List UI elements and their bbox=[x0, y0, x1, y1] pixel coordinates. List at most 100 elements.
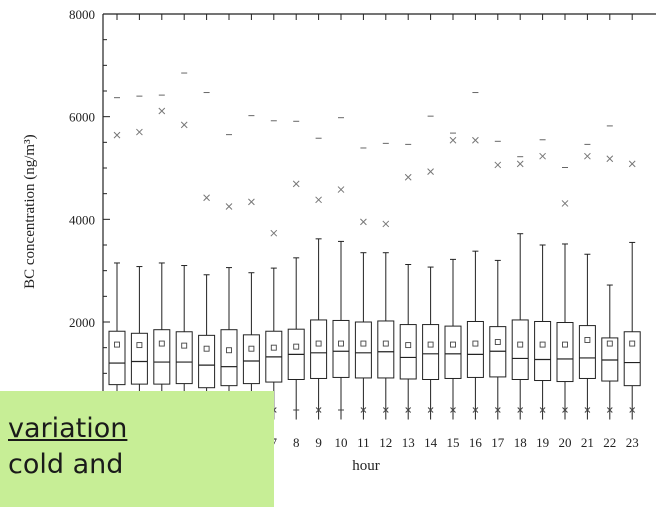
x-tick-label: 19 bbox=[536, 435, 549, 450]
box-hour-12 bbox=[377, 142, 395, 420]
mean-marker bbox=[427, 341, 434, 348]
low-x-marker bbox=[427, 407, 434, 413]
box-hour-19 bbox=[534, 139, 552, 420]
outlier-x-marker bbox=[449, 136, 457, 144]
box-hour-1 bbox=[130, 95, 148, 420]
y-tick-label: 6000 bbox=[69, 110, 95, 125]
iqr-box bbox=[444, 325, 462, 379]
outlier-x-marker bbox=[203, 194, 210, 202]
box-hour-3 bbox=[175, 72, 193, 420]
iqr-box bbox=[220, 329, 238, 387]
iqr-box bbox=[466, 320, 484, 378]
box-hour-0 bbox=[108, 97, 126, 420]
box-hour-15 bbox=[444, 132, 462, 420]
mean-marker bbox=[472, 340, 479, 347]
outlier-x-marker bbox=[382, 220, 390, 228]
low-x-marker bbox=[360, 407, 367, 413]
iqr-box bbox=[108, 330, 126, 386]
box-hour-7 bbox=[265, 120, 283, 420]
mean-marker bbox=[270, 344, 277, 351]
box-hour-23 bbox=[623, 160, 641, 420]
iqr-box bbox=[332, 319, 350, 378]
iqr-box bbox=[242, 334, 260, 385]
outlier-x-marker bbox=[539, 152, 546, 160]
outlier-x-marker bbox=[270, 229, 278, 237]
outlier-x-marker bbox=[248, 198, 255, 206]
mean-marker bbox=[517, 341, 524, 348]
box-hour-20 bbox=[556, 166, 574, 420]
x-tick-label: 15 bbox=[447, 435, 460, 450]
iqr-box bbox=[578, 325, 596, 379]
box-hour-17 bbox=[489, 140, 507, 420]
mean-marker bbox=[450, 341, 456, 348]
box-hour-5 bbox=[220, 134, 238, 420]
overlay-line-1: variation bbox=[8, 413, 128, 444]
outlier-x-marker bbox=[427, 168, 434, 175]
outlier-x-marker bbox=[472, 136, 479, 144]
overlay-line-2: cold and bbox=[8, 449, 124, 480]
low-x-marker bbox=[539, 407, 546, 413]
outlier-x-marker bbox=[404, 173, 412, 181]
y-tick-label: 8000 bbox=[69, 7, 95, 22]
y-tick-label: 4000 bbox=[69, 212, 95, 227]
x-tick-label: 17 bbox=[491, 435, 505, 450]
mean-marker bbox=[158, 340, 165, 347]
outlier-x-marker bbox=[180, 121, 188, 129]
iqr-box bbox=[556, 322, 574, 383]
iqr-box bbox=[422, 324, 440, 380]
mean-marker bbox=[315, 340, 322, 347]
outlier-x-marker bbox=[606, 155, 614, 163]
outlier-x-marker bbox=[628, 160, 636, 168]
x-tick-label: 23 bbox=[626, 435, 639, 450]
mean-marker bbox=[382, 340, 389, 347]
x-axis-title: hour bbox=[352, 458, 380, 474]
text-overlay-panel: variation cold and bbox=[0, 391, 274, 507]
x-tick-label: 14 bbox=[424, 435, 438, 450]
mean-marker bbox=[248, 345, 255, 352]
iqr-box bbox=[198, 334, 216, 389]
x-tick-label: 22 bbox=[603, 435, 616, 450]
box-hour-2 bbox=[153, 94, 171, 420]
iqr-box bbox=[399, 324, 417, 380]
outlier-x-marker bbox=[516, 160, 524, 168]
box-hour-22 bbox=[601, 125, 619, 420]
axes bbox=[102, 13, 656, 430]
mean-marker bbox=[606, 340, 613, 347]
x-tick-label: 10 bbox=[335, 435, 348, 450]
mean-marker bbox=[562, 341, 568, 348]
low-x-marker bbox=[562, 407, 568, 413]
mean-marker bbox=[181, 342, 188, 349]
box-hour-4 bbox=[198, 92, 216, 420]
x-tick-label: 18 bbox=[514, 435, 527, 450]
mean-marker bbox=[293, 343, 300, 350]
mean-marker bbox=[360, 340, 367, 347]
x-tick-label: 11 bbox=[357, 435, 370, 450]
outlier-x-marker bbox=[337, 186, 345, 193]
outlier-x-marker bbox=[292, 180, 300, 188]
x-tick-label: 12 bbox=[379, 435, 392, 450]
outlier-x-marker bbox=[494, 161, 502, 169]
iqr-box bbox=[310, 319, 328, 379]
box-hour-21 bbox=[578, 143, 596, 420]
box-hour-8 bbox=[287, 120, 305, 420]
low-x-marker bbox=[450, 407, 456, 413]
boxes bbox=[108, 72, 641, 420]
low-x-marker bbox=[629, 407, 636, 413]
low-x-marker bbox=[382, 407, 389, 413]
x-tick-label: 16 bbox=[469, 435, 483, 450]
box-hour-11 bbox=[354, 147, 372, 420]
mean-marker bbox=[136, 342, 143, 349]
low-x-marker bbox=[472, 407, 479, 413]
box-hour-14 bbox=[422, 115, 440, 420]
x-tick-label: 20 bbox=[559, 435, 572, 450]
x-tick-label: 13 bbox=[402, 435, 415, 450]
outlier-x-marker bbox=[315, 196, 322, 204]
box-hour-6 bbox=[242, 115, 260, 420]
mean-marker bbox=[114, 341, 120, 348]
box-hour-9 bbox=[310, 137, 328, 420]
iqr-box bbox=[130, 332, 148, 385]
mean-marker bbox=[584, 337, 591, 343]
outlier-x-marker bbox=[113, 131, 121, 139]
iqr-box bbox=[511, 319, 529, 380]
iqr-box bbox=[175, 331, 193, 385]
